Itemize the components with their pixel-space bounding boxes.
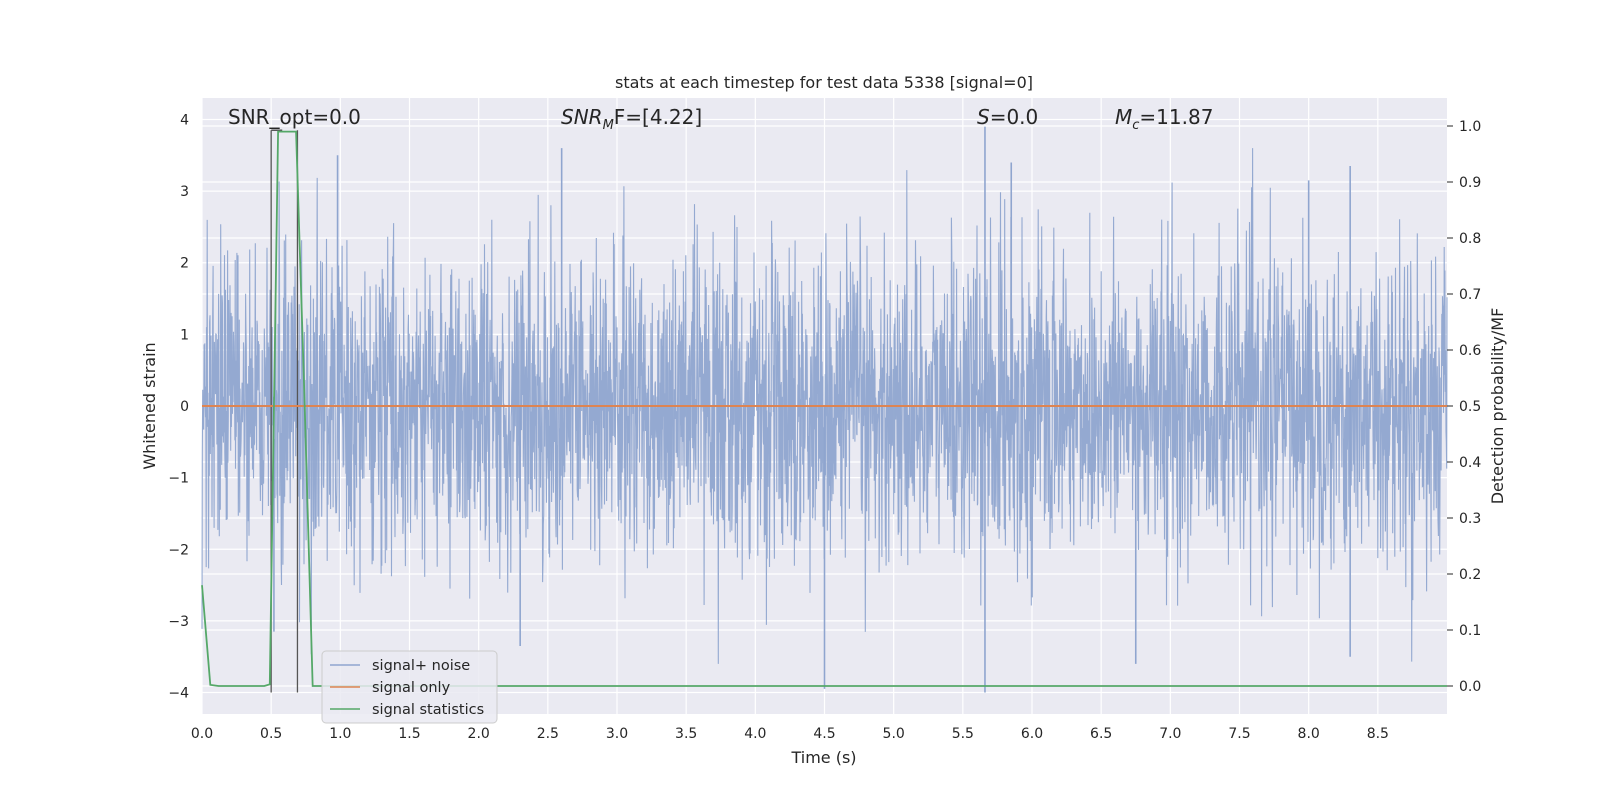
x-tick-label: 6.5 bbox=[1090, 726, 1112, 742]
right-tick-label: 0.6 bbox=[1459, 343, 1481, 359]
s-rest: =0.0 bbox=[990, 105, 1039, 129]
s-annotation: S=0.0 bbox=[977, 105, 1038, 129]
x-axis-label: Time (s) bbox=[790, 748, 856, 767]
legend-label-signal-noise: signal+ noise bbox=[372, 658, 470, 674]
mc-main: M bbox=[1115, 105, 1132, 129]
x-tick-label: 2.5 bbox=[537, 726, 559, 742]
x-tick-label: 7.0 bbox=[1159, 726, 1181, 742]
snr-opt-annotation: SNR_opt=0.0 bbox=[228, 105, 361, 129]
right-tick-label: 0.4 bbox=[1459, 455, 1481, 471]
right-tick-label: 1.0 bbox=[1459, 119, 1481, 135]
right-axis-ticks: 0.0 0.1 0.2 0.3 0.4 0.5 0.6 0.7 0.8 0.9 1.0 bbox=[1447, 119, 1481, 695]
x-tick-label: 3.5 bbox=[675, 726, 697, 742]
signal-noise-series bbox=[201, 126, 1448, 693]
y-tick-label: −4 bbox=[168, 686, 189, 702]
mc-sub: c bbox=[1132, 118, 1139, 133]
y-tick-label: 4 bbox=[180, 112, 189, 128]
x-tick-label: 4.5 bbox=[813, 726, 835, 742]
chart-title: stats at each timestep for test data 533… bbox=[615, 73, 1033, 92]
x-tick-label: 0.0 bbox=[191, 726, 213, 742]
right-tick-label: 0.0 bbox=[1459, 679, 1481, 695]
snr-mf-main: SNR bbox=[561, 105, 603, 129]
right-tick-label: 0.5 bbox=[1459, 399, 1481, 415]
x-tick-label: 4.0 bbox=[744, 726, 766, 742]
right-tick-label: 0.7 bbox=[1459, 287, 1481, 303]
x-tick-label: 2.0 bbox=[468, 726, 490, 742]
x-tick-label: 1.5 bbox=[398, 726, 420, 742]
mc-annotation: Mc=11.87 bbox=[1115, 105, 1213, 133]
right-tick-label: 0.1 bbox=[1459, 623, 1481, 639]
y-tick-label: 2 bbox=[180, 256, 189, 272]
x-tick-label: 1.0 bbox=[329, 726, 351, 742]
right-tick-label: 0.9 bbox=[1459, 175, 1481, 191]
x-tick-label: 6.0 bbox=[1021, 726, 1043, 742]
y-tick-label: 1 bbox=[180, 327, 189, 343]
mc-rest: =11.87 bbox=[1139, 105, 1213, 129]
x-tick-label: 8.5 bbox=[1367, 726, 1389, 742]
y-tick-label: −3 bbox=[168, 614, 189, 630]
legend-label-signal-statistics: signal statistics bbox=[372, 702, 484, 718]
x-tick-label: 5.5 bbox=[952, 726, 974, 742]
y-tick-label: 3 bbox=[180, 184, 189, 200]
right-tick-label: 0.8 bbox=[1459, 231, 1481, 247]
y-axis-label: Whitened strain bbox=[140, 342, 159, 469]
right-axis-label: Detection probability/MF bbox=[1488, 308, 1507, 505]
legend-box bbox=[321, 650, 498, 724]
x-tick-label: 7.5 bbox=[1228, 726, 1250, 742]
x-tick-label: 0.5 bbox=[260, 726, 282, 742]
y-tick-label: −2 bbox=[168, 542, 189, 558]
y-tick-label: 0 bbox=[180, 399, 189, 415]
y-tick-label: −1 bbox=[168, 471, 189, 487]
s-main: S bbox=[977, 105, 990, 129]
right-tick-label: 0.2 bbox=[1459, 567, 1481, 583]
snr-mf-sub: M bbox=[603, 118, 614, 133]
x-tick-label: 8.0 bbox=[1298, 726, 1320, 742]
right-tick-label: 0.3 bbox=[1459, 511, 1481, 527]
legend-label-signal-only: signal only bbox=[372, 680, 451, 696]
y-axis-ticks: −4 −3 −2 −1 0 1 2 3 4 bbox=[168, 112, 189, 701]
x-axis-ticks: 0.0 0.5 1.0 1.5 2.0 2.5 3.0 3.5 4.0 4.5 5.0 5.5 6.0 6… bbox=[191, 726, 1389, 742]
legend: signal+ noise signal only signal statist… bbox=[321, 650, 498, 724]
snr-mf-rest: F=[4.22] bbox=[614, 105, 702, 129]
snr-mf-annotation: SNRMF=[4.22] bbox=[561, 105, 702, 133]
x-tick-label: 5.0 bbox=[883, 726, 905, 742]
x-tick-label: 3.0 bbox=[606, 726, 628, 742]
